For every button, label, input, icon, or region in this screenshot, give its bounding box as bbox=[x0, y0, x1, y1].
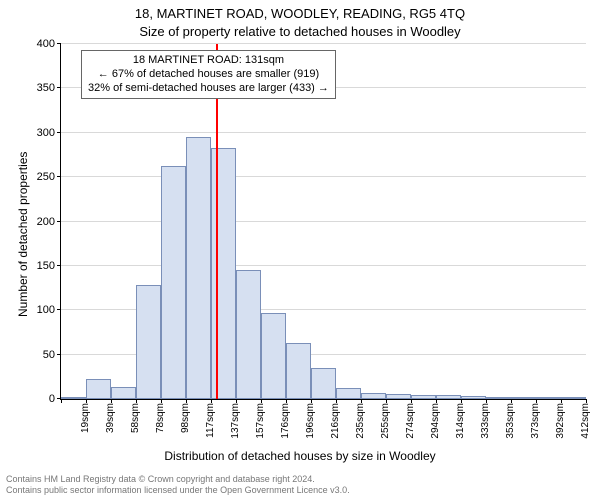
x-tick-label: 98sqm bbox=[178, 403, 191, 433]
x-tick-label: 196sqm bbox=[303, 403, 316, 439]
x-tick-mark bbox=[261, 399, 262, 403]
chart-frame: 18, MARTINET ROAD, WOODLEY, READING, RG5… bbox=[0, 0, 600, 500]
y-tick-label: 400 bbox=[15, 38, 61, 50]
annotation-line-2: ← 67% of detached houses are smaller (91… bbox=[88, 68, 329, 82]
x-tick-label: 314sqm bbox=[453, 403, 466, 439]
histogram-bar bbox=[211, 148, 236, 399]
x-tick-label: 392sqm bbox=[553, 403, 566, 439]
x-tick-label: 39sqm bbox=[103, 403, 116, 433]
chart-title-address: 18, MARTINET ROAD, WOODLEY, READING, RG5… bbox=[0, 6, 600, 21]
x-axis-label: Distribution of detached houses by size … bbox=[0, 449, 600, 463]
x-tick-mark bbox=[386, 399, 387, 403]
x-tick-label: 255sqm bbox=[378, 403, 391, 439]
x-tick-label: 333sqm bbox=[478, 403, 491, 439]
histogram-bar bbox=[536, 397, 561, 399]
histogram-bar bbox=[261, 313, 286, 399]
annotation-box: 18 MARTINET ROAD: 131sqm ← 67% of detach… bbox=[81, 50, 336, 99]
x-tick-mark bbox=[486, 399, 487, 403]
gridline bbox=[61, 176, 586, 177]
histogram-bar bbox=[386, 394, 411, 399]
x-tick-label: 353sqm bbox=[503, 403, 516, 439]
x-tick-mark bbox=[511, 399, 512, 403]
histogram-bar bbox=[411, 395, 436, 399]
x-tick-mark bbox=[136, 399, 137, 403]
y-tick-label: 50 bbox=[15, 349, 61, 361]
x-tick-label: 117sqm bbox=[203, 403, 216, 438]
x-tick-label: 58sqm bbox=[128, 403, 141, 433]
x-tick-label: 412sqm bbox=[578, 403, 591, 439]
annotation-line-1: 18 MARTINET ROAD: 131sqm bbox=[88, 54, 329, 68]
y-axis-label: Number of detached properties bbox=[16, 151, 30, 316]
x-tick-label: 19sqm bbox=[78, 403, 91, 433]
x-tick-mark bbox=[461, 399, 462, 403]
y-tick-label: 0 bbox=[15, 393, 61, 405]
x-tick-mark bbox=[161, 399, 162, 403]
x-tick-label: 373sqm bbox=[528, 403, 541, 439]
x-tick-mark bbox=[436, 399, 437, 403]
credits-line-2: Contains public sector information licen… bbox=[6, 485, 350, 496]
y-tick-label: 300 bbox=[15, 127, 61, 139]
histogram-bar bbox=[436, 395, 461, 399]
y-tick-label: 350 bbox=[15, 82, 61, 94]
x-tick-mark bbox=[311, 399, 312, 403]
x-tick-mark bbox=[286, 399, 287, 403]
histogram-bar bbox=[161, 166, 186, 399]
histogram-bar bbox=[561, 397, 586, 399]
histogram-bar bbox=[461, 396, 486, 399]
gridline bbox=[61, 265, 586, 266]
x-tick-label: 235sqm bbox=[353, 403, 366, 439]
histogram-bar bbox=[186, 137, 211, 399]
histogram-bar bbox=[86, 379, 111, 399]
x-tick-mark bbox=[536, 399, 537, 403]
histogram-bar bbox=[136, 285, 161, 399]
chart-subtitle: Size of property relative to detached ho… bbox=[0, 24, 600, 39]
histogram-bar bbox=[311, 368, 336, 399]
credits: Contains HM Land Registry data © Crown c… bbox=[6, 474, 350, 497]
x-tick-label: 176sqm bbox=[278, 403, 291, 439]
x-tick-label: 78sqm bbox=[153, 403, 166, 433]
x-tick-label: 137sqm bbox=[228, 403, 241, 439]
histogram-bar bbox=[511, 397, 536, 399]
x-tick-mark bbox=[86, 399, 87, 403]
x-tick-label: 157sqm bbox=[253, 403, 266, 439]
histogram-bar bbox=[61, 397, 86, 399]
x-tick-mark bbox=[111, 399, 112, 403]
annotation-line-3: 32% of semi-detached houses are larger (… bbox=[88, 82, 329, 96]
histogram-bar bbox=[111, 387, 136, 399]
x-tick-mark bbox=[361, 399, 362, 403]
x-tick-label: 274sqm bbox=[403, 403, 416, 439]
gridline bbox=[61, 221, 586, 222]
histogram-bar bbox=[486, 397, 511, 399]
x-tick-label: 216sqm bbox=[328, 403, 341, 439]
x-tick-mark bbox=[411, 399, 412, 403]
gridline bbox=[61, 43, 586, 44]
x-tick-mark bbox=[336, 399, 337, 403]
histogram-bar bbox=[236, 270, 261, 399]
histogram-bar bbox=[286, 343, 311, 399]
x-tick-mark bbox=[186, 399, 187, 403]
x-tick-mark bbox=[561, 399, 562, 403]
x-tick-label: 294sqm bbox=[428, 403, 441, 439]
x-tick-mark bbox=[211, 399, 212, 403]
histogram-bar bbox=[361, 393, 386, 399]
histogram-bar bbox=[336, 388, 361, 399]
credits-line-1: Contains HM Land Registry data © Crown c… bbox=[6, 474, 350, 485]
x-tick-mark bbox=[586, 399, 587, 403]
gridline bbox=[61, 132, 586, 133]
x-tick-mark bbox=[61, 399, 62, 403]
plot-area: 05010015020025030035040019sqm39sqm58sqm7… bbox=[60, 44, 586, 400]
x-tick-mark bbox=[236, 399, 237, 403]
